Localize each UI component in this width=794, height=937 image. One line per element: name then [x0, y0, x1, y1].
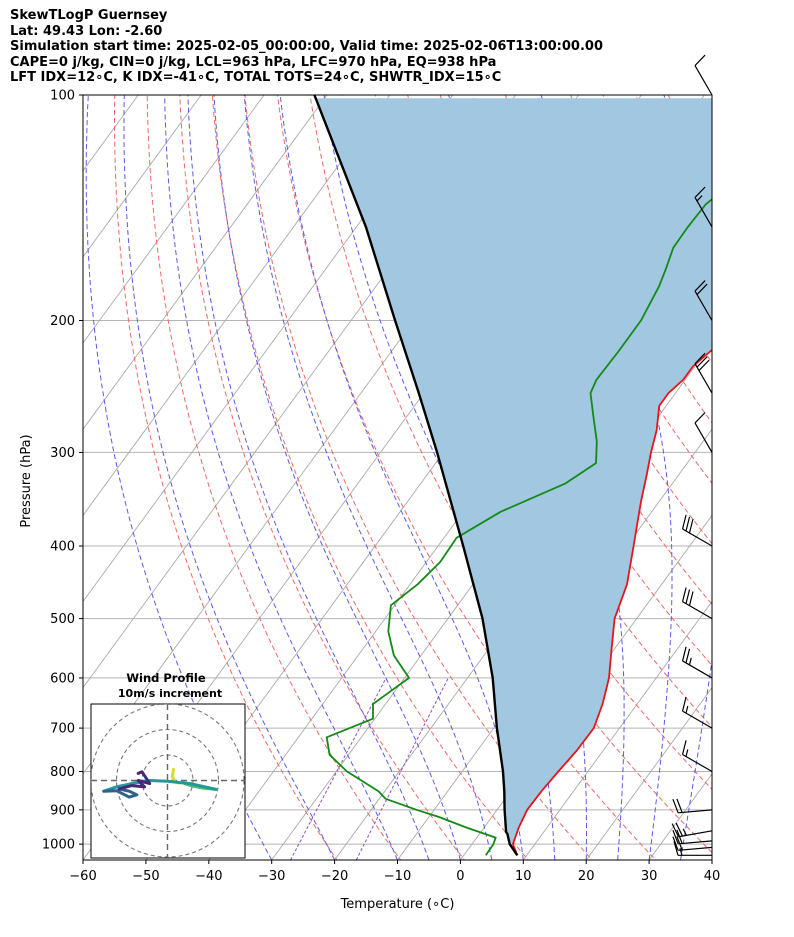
dry-adiabat-line	[114, 95, 338, 860]
x-tick-label: 10	[515, 869, 532, 884]
hodograph-trace	[102, 787, 139, 799]
x-axis-label: Temperature (∘C)	[340, 897, 455, 912]
wind-barbs	[671, 54, 713, 856]
x-tick-label: −30	[258, 869, 285, 884]
isotherm-line	[83, 95, 328, 430]
hodograph-inset	[90, 703, 246, 859]
mixing-ratio-line	[290, 677, 387, 860]
y-tick-label: 800	[50, 765, 75, 780]
dry-adiabat-line	[179, 95, 466, 860]
dry-adiabat-line	[309, 95, 712, 854]
x-tick-label: −50	[132, 869, 159, 884]
x-tick-label: 40	[704, 869, 721, 884]
wind-barb	[681, 646, 713, 679]
y-tick-label: 900	[50, 803, 75, 818]
hodograph-trace	[102, 779, 218, 793]
isotherm-line	[522, 600, 712, 860]
chart-title: SkewTLogP Guernsey	[10, 8, 168, 23]
mixing-ratio-line	[355, 677, 449, 860]
y-tick-label: 1000	[42, 838, 75, 853]
x-tick-label: 20	[578, 869, 595, 884]
cin-cape-shade	[315, 98, 712, 853]
y-tick-label: 400	[50, 540, 75, 555]
axes: −60 −50 −40 −30 −20 −10 0 10 20 30 40 100 200 300 400 5…	[42, 89, 720, 885]
chart-header: SkewTLogP Guernsey Lat: 49.43 Lon: -2.60…	[10, 8, 603, 86]
profile-traces	[313, 95, 712, 856]
moist-adiabat-line	[164, 95, 398, 860]
x-tick-label: −20	[321, 869, 348, 884]
moist-adiabat-line	[323, 95, 556, 860]
y-tick-label: 300	[50, 446, 75, 461]
isotherm-line	[396, 428, 712, 860]
isotherm-line	[83, 95, 202, 258]
wind-barb	[671, 822, 713, 838]
y-tick-label: 500	[50, 612, 75, 627]
dry-adiabat-line	[146, 95, 402, 860]
dry-adiabat-line	[342, 95, 712, 791]
x-tick-label: −40	[195, 869, 222, 884]
wind-barb	[673, 841, 712, 856]
wind-barb	[681, 587, 713, 620]
x-tick-label: −60	[69, 869, 96, 884]
time-line: Simulation start time: 2025-02-05_00:00:…	[10, 39, 603, 54]
wind-barb	[694, 280, 713, 321]
moist-adiabat-line	[279, 95, 524, 860]
y-tick-label: 100	[50, 89, 75, 104]
y-axis-label: Pressure (hPa)	[19, 434, 34, 527]
isotherm-line	[83, 95, 265, 344]
hodograph-trace	[117, 770, 152, 791]
wind-barb	[694, 186, 713, 228]
temperature-trace	[512, 348, 712, 856]
moist-adiabat-line	[243, 95, 493, 860]
y-tick-label: 700	[50, 722, 75, 737]
wind-barb	[694, 54, 713, 96]
isotherm-line	[585, 686, 712, 860]
x-tick-label: −10	[384, 869, 411, 884]
isotherm-line	[711, 859, 712, 860]
hodograph-subtitle: 10m/s increment	[118, 687, 222, 700]
wind-barb	[681, 740, 713, 773]
isotherm-line	[83, 95, 391, 517]
y-tick-label: 600	[50, 671, 75, 686]
wind-barb	[681, 514, 713, 547]
moist-adiabat-line	[213, 95, 461, 860]
dry-adiabat-line	[244, 95, 593, 860]
isotherm-line	[0, 78, 88, 875]
dry-adiabat-line	[276, 95, 657, 860]
hodograph-title: Wind Profile	[126, 671, 206, 685]
dry-adiabat-line	[211, 95, 529, 860]
y-tick-label: 200	[50, 314, 75, 329]
x-tick-label: 0	[456, 869, 464, 884]
moist-adiabat-line	[123, 95, 336, 860]
location-line: Lat: 49.43 Lon: -2.60	[10, 23, 163, 39]
dewpoint-trace	[325, 198, 712, 856]
wind-barb	[672, 798, 713, 814]
wind-barb	[694, 412, 713, 453]
wind-barb	[681, 696, 713, 729]
x-tick-label: 30	[641, 869, 658, 884]
parcel-trace	[313, 95, 519, 856]
wind-barb	[694, 352, 713, 394]
index-line: LFT IDX=12∘C, K IDX=-41∘C, TOTAL TOTS=24…	[10, 70, 502, 85]
cape-line: CAPE=0 j/kg, CIN=0 j/kg, LCL=963 hPa, LF…	[10, 54, 497, 70]
